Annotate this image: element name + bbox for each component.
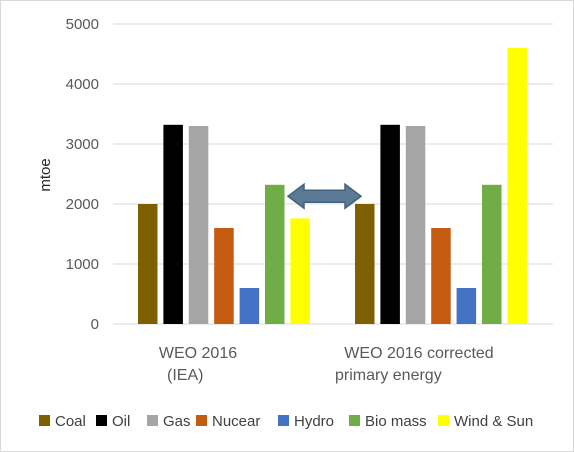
bar-wind-sun-group-2	[507, 48, 527, 324]
bar-coal-group-2	[355, 204, 375, 324]
bars	[138, 48, 527, 324]
legend-label-coal: Coal	[55, 413, 86, 430]
category-label-2-line-1: WEO 2016 corrected	[344, 345, 493, 362]
legend-swatch-bio-mass	[349, 415, 360, 426]
y-tick-label: 3000	[66, 136, 99, 153]
legend-swatch-coal	[39, 415, 50, 426]
bar-bio-mass-group-1	[265, 184, 285, 324]
legend-label-gas: Gas	[163, 413, 191, 430]
legend: Coal Oil Gas Nucear Hydro Bio mass Wind & Sun	[39, 413, 533, 430]
legend-swatch-hydro	[278, 415, 289, 426]
category-label-2-line-2: primary energy	[335, 367, 442, 384]
category-labels: WEO 2016 (IEA) WEO 2016 corrected primary e…	[159, 345, 494, 384]
bar-wind-sun-group-1	[290, 218, 310, 324]
y-axis-ticks: 0 1000 2000 3000 4000 5000	[66, 16, 99, 333]
y-axis-title: mtoe	[37, 158, 54, 191]
double-arrow-shape	[286, 182, 363, 210]
bar-gas-group-1	[188, 126, 209, 324]
y-tick-label: 1000	[66, 256, 99, 273]
y-tick-label: 5000	[66, 16, 99, 33]
double-arrow-annotation	[286, 182, 363, 210]
bar-hydro-group-1	[239, 288, 260, 324]
legend-swatch-nucear	[196, 415, 207, 426]
bar-gas-group-2	[405, 126, 426, 324]
legend-swatch-gas	[147, 415, 158, 426]
bar-hydro-group-2	[456, 288, 477, 324]
y-tick-label: 0	[91, 316, 99, 333]
legend-label-hydro: Hydro	[294, 413, 334, 430]
bar-oil-group-1	[163, 124, 183, 324]
bar-bio-mass-group-2	[482, 184, 502, 324]
gridlines	[113, 23, 553, 265]
category-label-1-line-2: (IEA)	[167, 367, 203, 384]
y-tick-label: 4000	[66, 76, 99, 93]
bar-nucear-group-2	[431, 228, 451, 324]
legend-label-nucear: Nucear	[212, 413, 260, 430]
legend-label-oil: Oil	[112, 413, 130, 430]
bar-nucear-group-1	[214, 228, 234, 324]
legend-label-wind-sun: Wind & Sun	[454, 413, 533, 430]
bar-oil-group-2	[380, 124, 400, 324]
legend-swatch-oil	[96, 415, 107, 426]
bar-coal-group-1	[138, 204, 158, 324]
category-label-1-line-1: WEO 2016	[159, 345, 237, 362]
legend-label-bio-mass: Bio mass	[365, 413, 427, 430]
y-tick-label: 2000	[66, 196, 99, 213]
legend-swatch-wind-sun	[438, 415, 449, 426]
